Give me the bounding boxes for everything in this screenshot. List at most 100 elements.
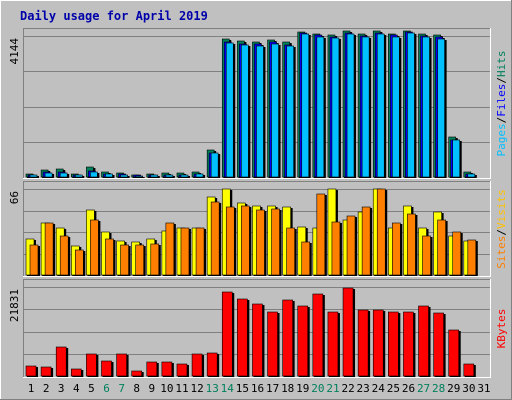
bar-sites bbox=[195, 227, 205, 276]
bar-sites bbox=[316, 193, 326, 276]
legend-part: / bbox=[495, 77, 508, 84]
bar-pages bbox=[135, 175, 143, 178]
bar-sites bbox=[407, 213, 416, 276]
bar-sites bbox=[331, 221, 341, 276]
bar-kbytes bbox=[252, 303, 263, 377]
bar-sites bbox=[452, 231, 462, 276]
bar-kbytes bbox=[146, 361, 158, 377]
legend-part: / bbox=[495, 229, 508, 236]
day-label: 23 bbox=[357, 382, 370, 395]
day-label: 30 bbox=[462, 382, 475, 395]
bar-pages bbox=[210, 152, 219, 178]
bar-kbytes bbox=[403, 311, 414, 377]
bar-pages bbox=[90, 171, 98, 178]
day-label: 6 bbox=[103, 382, 110, 395]
day-label: 26 bbox=[402, 382, 415, 395]
day-label: 17 bbox=[266, 382, 279, 395]
day-label: 4 bbox=[73, 382, 80, 395]
day-label: 25 bbox=[387, 382, 400, 395]
legend-part: Visits bbox=[495, 189, 508, 229]
bar-pages bbox=[392, 36, 400, 178]
bar-kbytes bbox=[267, 311, 278, 377]
bar-pages bbox=[195, 173, 204, 178]
bar-kbytes bbox=[312, 293, 324, 377]
bar-shadow bbox=[136, 177, 145, 178]
bar-sites bbox=[29, 244, 39, 276]
bar-pages bbox=[301, 33, 310, 178]
bar-kbytes bbox=[237, 298, 248, 377]
bar-pages bbox=[361, 36, 370, 178]
legend-part: KBytes bbox=[495, 309, 508, 349]
bar-kbytes bbox=[161, 361, 173, 377]
chart-panels: 4144Pages/Files/Hits66Sites/Visits21831K… bbox=[8, 28, 508, 378]
kbytes-panel: 21831 KBytes bbox=[8, 279, 508, 378]
legend-part: / bbox=[495, 117, 508, 124]
y-max-label: 4144 bbox=[8, 38, 21, 65]
day-label: 22 bbox=[341, 382, 354, 395]
bar-kbytes bbox=[418, 305, 429, 377]
day-label: 31 bbox=[477, 382, 490, 395]
bar-kbytes bbox=[176, 363, 188, 377]
bar-pages bbox=[74, 174, 83, 178]
bar-pages bbox=[376, 33, 385, 178]
bar-pages bbox=[407, 32, 415, 178]
bar-sites bbox=[210, 201, 220, 276]
bar-pages bbox=[120, 174, 128, 178]
legend-part: Sites bbox=[495, 236, 508, 269]
bar-kbytes bbox=[463, 363, 475, 377]
bar-sites bbox=[422, 235, 431, 276]
bar-kbytes bbox=[388, 311, 399, 377]
series-legend-label: KBytes bbox=[495, 309, 508, 349]
bar-kbytes bbox=[86, 353, 97, 377]
bar-sites bbox=[361, 206, 371, 276]
day-axis-labels: 1 2 3 4 5 6 7 8 9 10 11 12 13 14 15 16 17 18 19 20 21 22 23 24 2… bbox=[28, 382, 491, 395]
day-label: 12 bbox=[190, 382, 203, 395]
bar-pages bbox=[225, 42, 234, 178]
bar-kbytes bbox=[342, 287, 354, 377]
bar-kbytes bbox=[70, 368, 82, 377]
day-label: 3 bbox=[58, 382, 65, 395]
bar-sites bbox=[135, 244, 144, 276]
bar-sites bbox=[241, 205, 250, 276]
bar-kbytes bbox=[297, 305, 309, 377]
bar-kbytes bbox=[55, 346, 67, 377]
bar-pages bbox=[316, 36, 325, 178]
y-max-label: 66 bbox=[8, 191, 21, 204]
day-label: 27 bbox=[417, 382, 430, 395]
bar-pages bbox=[467, 173, 476, 178]
series-legend-label: Pages/Files/Hits bbox=[495, 51, 508, 157]
bar-pages bbox=[180, 174, 189, 178]
bar-sites bbox=[256, 209, 265, 276]
day-label: 29 bbox=[447, 382, 460, 395]
bar-sites bbox=[74, 249, 84, 276]
bar-kbytes bbox=[372, 309, 384, 377]
bar-sites bbox=[44, 222, 54, 276]
bar-sites bbox=[180, 227, 190, 276]
bar-sites bbox=[437, 219, 446, 276]
day-label: 20 bbox=[311, 382, 324, 395]
bar-kbytes bbox=[191, 353, 203, 377]
day-label: 24 bbox=[372, 382, 386, 395]
day-label: 15 bbox=[236, 382, 249, 395]
bar-sites bbox=[105, 238, 114, 276]
day-label: 21 bbox=[326, 382, 339, 395]
day-label: 7 bbox=[118, 382, 125, 395]
bar-pages bbox=[271, 43, 279, 178]
bar-kbytes bbox=[357, 309, 369, 377]
day-label: 14 bbox=[221, 382, 235, 395]
day-label: 1 bbox=[28, 382, 35, 395]
day-label: 10 bbox=[160, 382, 173, 395]
bar-sites bbox=[120, 244, 129, 276]
bar-sites bbox=[271, 208, 280, 276]
day-label: 2 bbox=[43, 382, 50, 395]
bar-sites bbox=[90, 219, 99, 276]
bar-pages bbox=[437, 38, 445, 178]
hits-files-pages-panel: 4144 Pages/Files/Hits bbox=[8, 28, 508, 179]
bar-sites bbox=[376, 188, 386, 276]
series-legend-label: Sites/Visits bbox=[495, 189, 508, 269]
day-label: 9 bbox=[149, 382, 156, 395]
day-label: 16 bbox=[251, 382, 264, 395]
bar-pages bbox=[105, 173, 113, 178]
bar-sites bbox=[165, 222, 175, 276]
day-label: 28 bbox=[432, 382, 445, 395]
